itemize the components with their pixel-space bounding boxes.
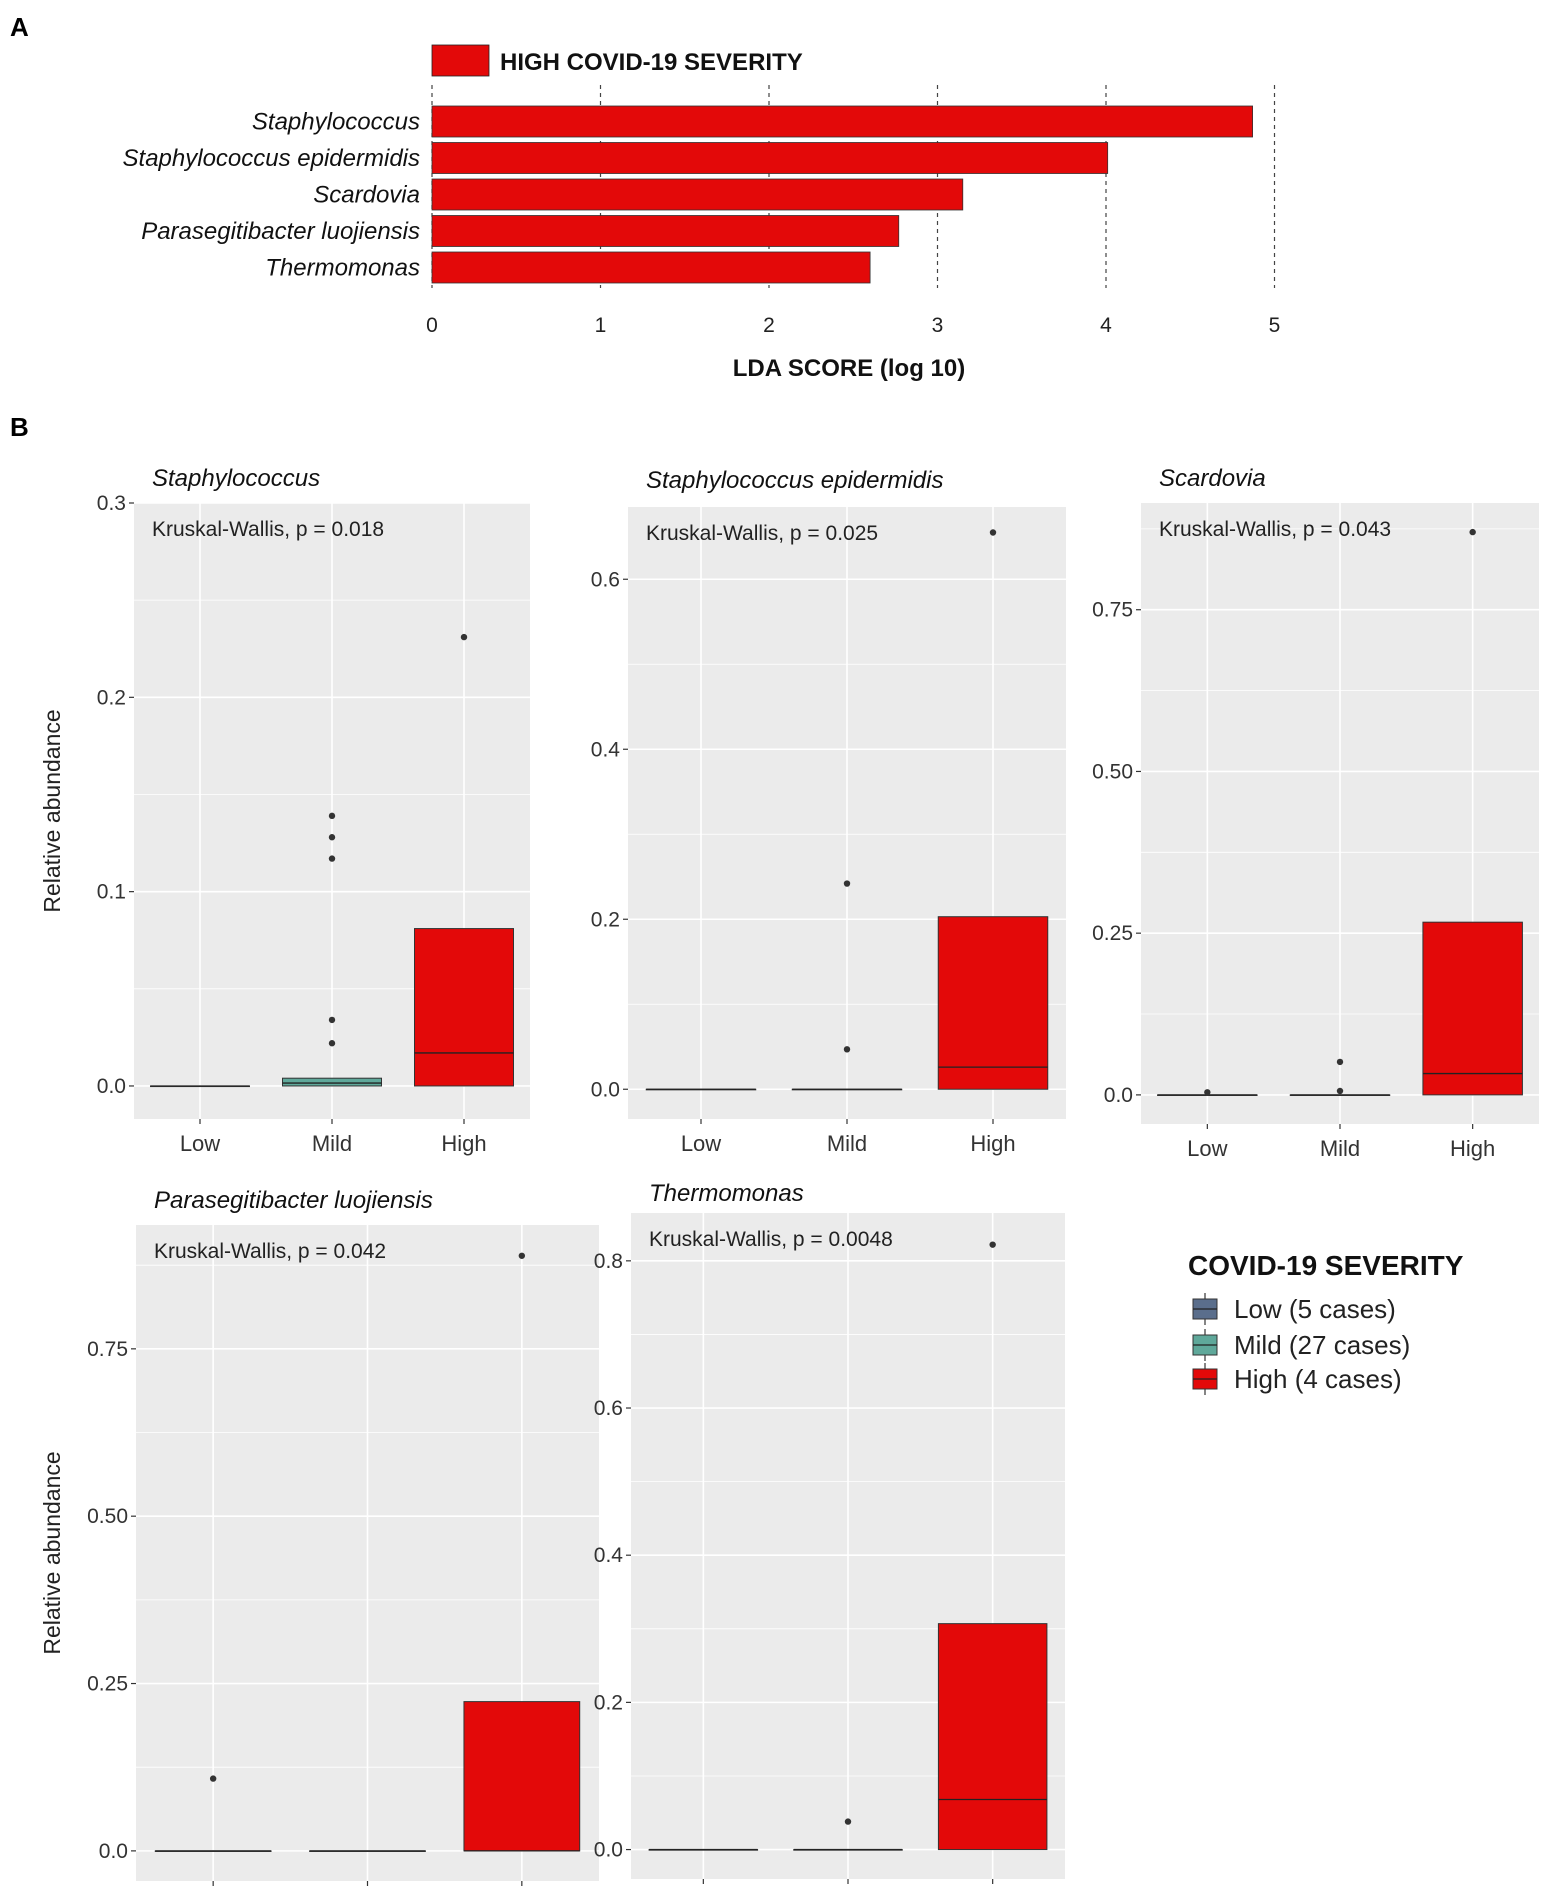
kruskal-wallis-annotation: Kruskal-Wallis, p = 0.0048 [649,1228,893,1251]
lda-x-axis-label: LDA SCORE (log 10) [733,355,965,382]
x-tick-label: Low [681,1131,721,1156]
lda-bar [431,215,900,247]
legend-item-label: Low (5 cases) [1234,1294,1396,1324]
x-tick-label: Low [1187,1136,1227,1161]
y-tick-label: 0.75 [1092,599,1133,622]
outlier-point [843,1046,851,1053]
y-tick-label: 0.6 [591,568,620,591]
outlier-point [328,834,336,841]
box-high [937,916,1049,1090]
legend-title: COVID-19 SEVERITY [1188,1250,1464,1281]
x-tick-label: Low [180,1131,220,1156]
boxplot-bp1: 0.0 0.1 0.2 0.3 Low Mild High Kruskal-Wallis, p… [39,465,530,1156]
box-mild [282,1077,382,1087]
kruskal-wallis-annotation: Kruskal-Wallis, p = 0.042 [154,1240,386,1263]
boxplot-bp2: 0.0 0.2 0.4 0.6 Low Mild High Kruskal-Wallis, p… [591,467,1066,1156]
plot-title: Parasegitibacter luojiensis [154,1187,433,1214]
legend-item-label: Mild (27 cases) [1234,1330,1410,1360]
box-high [414,928,514,1087]
y-tick-label: 0.0 [97,1075,126,1098]
box-plots: 0.0 0.1 0.2 0.3 Low Mild High Kruskal-Wallis, p… [39,465,1539,1886]
y-tick-label: 0.8 [594,1250,623,1273]
outlier-point [989,1241,996,1248]
y-tick-label: 0.2 [594,1691,623,1714]
lda-bar [431,105,1253,138]
outlier-point [328,855,336,862]
lda-category-label: Staphylococcus [252,109,420,136]
y-tick-label: 0.75 [87,1338,128,1361]
y-tick-label: 0.2 [591,908,620,931]
y-tick-label: 0.25 [1092,922,1133,945]
x-tick-label: High [1450,1136,1495,1161]
lda-x-tick-label: 5 [1269,314,1281,337]
lda-x-tick-label: 3 [932,314,944,337]
panel-label-a: A [10,12,29,42]
plot-title: Scardovia [1159,465,1266,492]
outlier-point [460,633,468,641]
box-high [937,1623,1048,1851]
lda-x-tick-label: 1 [595,314,607,337]
outlier-point [1336,1087,1344,1095]
x-tick-label: High [970,1131,1015,1156]
y-axis-label: Relative abundance [39,709,65,912]
lda-category-label: Parasegitibacter luojiensis [141,218,420,245]
lda-bar [431,178,964,211]
severity-legend: COVID-19 SEVERITY Low (5 cases) Mild (27 c… [1188,1250,1464,1395]
lda-x-tick-label: 0 [426,314,438,337]
lda-bar [431,251,871,284]
plot-title: Thermomonas [649,1180,804,1207]
outlier-point [1469,528,1476,536]
boxplot-bp5: 0.00.20.40.60.8LowMildHighKruskal-Wallis… [594,1180,1065,1884]
y-tick-label: 0.6 [594,1397,623,1420]
y-tick-label: 0.2 [97,686,126,709]
lda-category-label: Staphylococcus epidermidis [123,145,420,172]
outlier-point [843,880,851,887]
outlier-point [1336,1058,1344,1066]
y-tick-label: 0.0 [594,1839,623,1862]
outlier-point [1204,1089,1211,1096]
lda-bar [431,142,1109,174]
y-tick-label: 0.50 [87,1505,128,1528]
y-tick-label: 0.4 [591,738,621,761]
box-high [463,1701,581,1852]
lda-chart: 0 1 2 3 4 5 HIGH COVID-19 SEVERITY Staphylococc… [123,44,1281,382]
panel-label-b: B [10,412,29,442]
y-tick-label: 0.50 [1092,760,1133,783]
outlier-point [328,1040,336,1047]
outlier-point [518,1252,526,1259]
legend-item-label: High (4 cases) [1234,1364,1402,1394]
lda-category-label: Scardovia [313,182,420,209]
y-tick-label: 0.0 [1104,1084,1133,1107]
outlier-point [209,1775,217,1782]
outlier-point [328,1016,336,1024]
y-tick-label: 0.25 [87,1673,128,1696]
boxplot-bp4: 0.00.250.500.75LowMildHighKruskal-Wallis… [39,1187,599,1886]
boxplot-bp3: 0.0 0.25 0.50 0.75 Low Mild High Kruskal-Wallis… [1092,465,1539,1161]
kruskal-wallis-annotation: Kruskal-Wallis, p = 0.043 [1159,518,1391,541]
lda-category-label: Thermomonas [265,255,420,282]
outlier-point [844,1818,852,1825]
lda-x-tick-label: 4 [1100,314,1112,337]
lda-x-tick-label: 2 [763,314,775,337]
lda-legend-label: HIGH COVID-19 SEVERITY [500,49,803,76]
outlier-point [989,529,997,536]
x-tick-label: Mild [1320,1136,1360,1161]
box-high [1422,921,1523,1096]
y-tick-label: 0.4 [594,1544,624,1567]
x-tick-label: High [441,1131,486,1156]
y-tick-label: 0.1 [97,881,126,904]
y-tick-label: 0.0 [99,1840,128,1863]
lda-legend-swatch [431,44,490,77]
kruskal-wallis-annotation: Kruskal-Wallis, p = 0.025 [646,522,878,545]
x-tick-label: Mild [312,1131,352,1156]
outlier-point [328,812,336,820]
plot-title: Staphylococcus [152,465,320,492]
y-tick-label: 0.0 [591,1078,620,1101]
y-axis-label: Relative abundance [39,1451,65,1654]
kruskal-wallis-annotation: Kruskal-Wallis, p = 0.018 [152,518,384,541]
y-tick-label: 0.3 [97,492,126,515]
x-tick-label: Mild [827,1131,867,1156]
plot-title: Staphylococcus epidermidis [646,467,943,494]
